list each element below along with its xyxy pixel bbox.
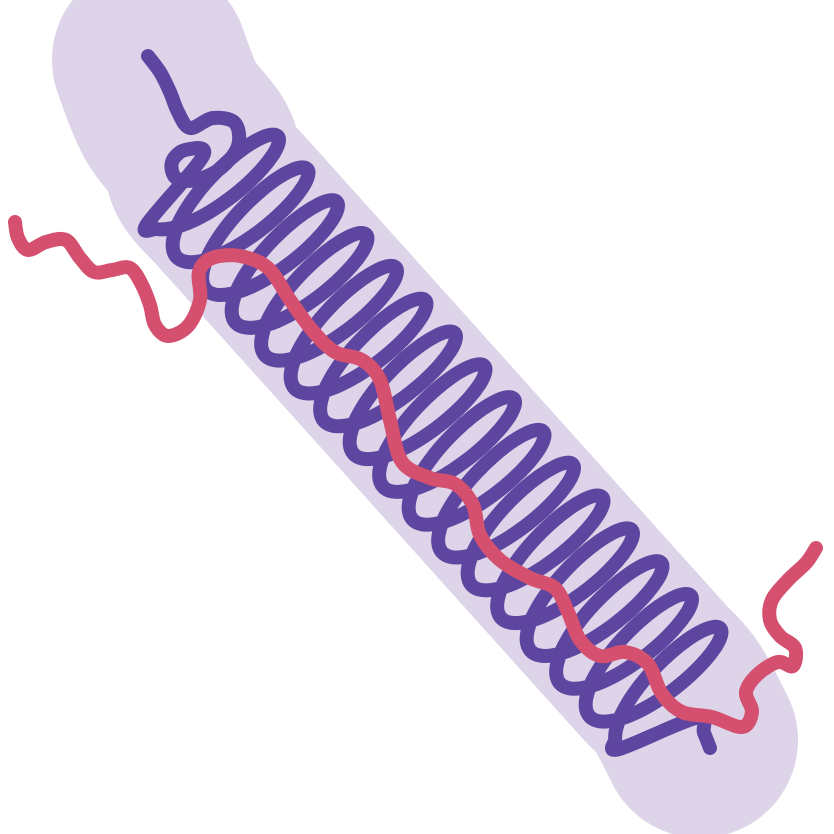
wavy-strand-icon bbox=[8, 215, 823, 734]
coiled-fiber-icon bbox=[137, 49, 729, 757]
